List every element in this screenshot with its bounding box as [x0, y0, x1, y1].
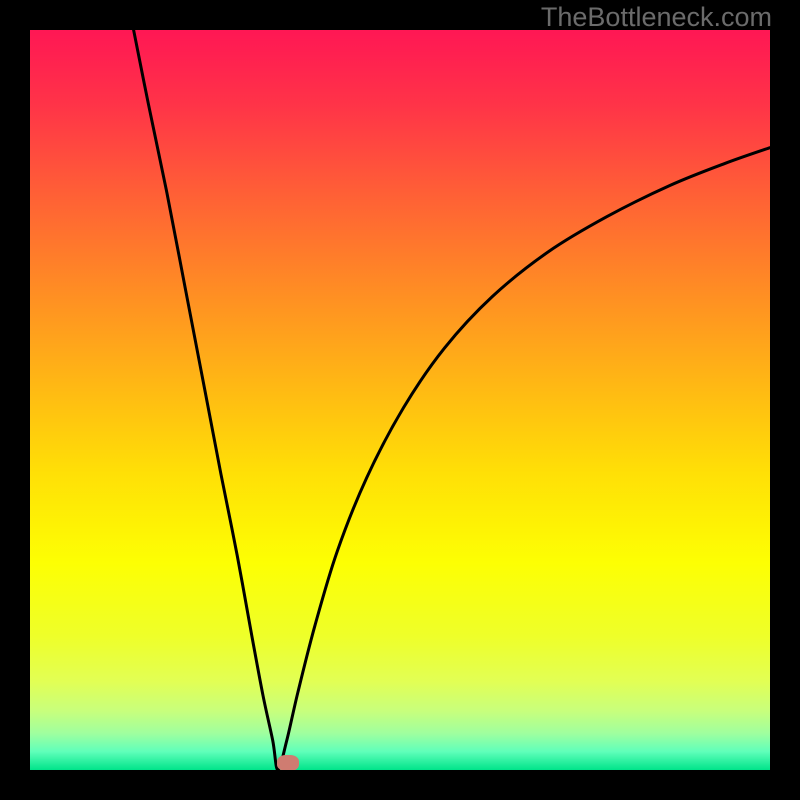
curve-path	[134, 30, 770, 770]
watermark-text: TheBottleneck.com	[541, 2, 772, 33]
bottleneck-curve	[30, 30, 770, 770]
optimal-point-marker	[277, 755, 299, 770]
plot-area	[30, 30, 770, 770]
